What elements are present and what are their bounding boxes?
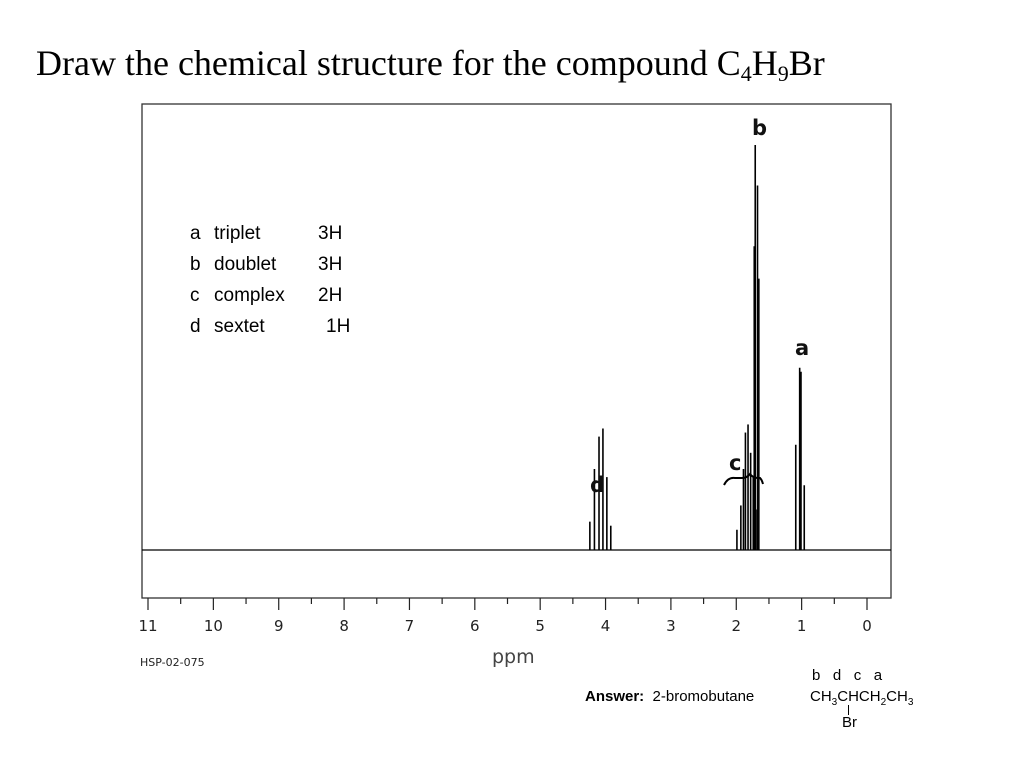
x-axis-ticks xyxy=(147,598,868,610)
legend-multiplicity: complex xyxy=(214,285,285,306)
answer-label: Answer: xyxy=(585,688,645,705)
answer-line: Answer: 2-bromobutane xyxy=(585,688,754,705)
plot-frame xyxy=(141,103,892,599)
x-tick-label: 2 xyxy=(731,617,741,635)
legend-letter: a xyxy=(190,223,201,244)
x-axis-tick-labels: 11 10 9 8 7 6 5 4 3 2 1 0 xyxy=(138,617,871,635)
peak-group xyxy=(589,145,806,550)
x-tick-label: 11 xyxy=(138,617,157,635)
formula-part: CH xyxy=(810,688,832,705)
formula-part: CHCH xyxy=(837,688,881,705)
x-tick-label: 9 xyxy=(274,617,284,635)
peak-label-a: a xyxy=(795,336,810,360)
title-sub-9: 9 xyxy=(777,61,789,86)
x-tick-label: 3 xyxy=(666,617,676,635)
formula-sub: 3 xyxy=(907,697,914,708)
x-tick-label: 5 xyxy=(535,617,545,635)
bromine-label: Br xyxy=(842,714,857,731)
peak-label-d: d xyxy=(590,473,606,497)
legend-hydrogens: 3H xyxy=(318,254,343,275)
brace-c xyxy=(723,472,764,486)
formula-letters: b d c a xyxy=(812,667,883,684)
formula-part: CH xyxy=(886,688,908,705)
title-prefix: Draw the chemical structure for the comp… xyxy=(36,43,741,83)
title-suffix: Br xyxy=(788,43,825,83)
legend-hydrogens: 2H xyxy=(318,285,343,306)
legend-letter: d xyxy=(190,316,201,337)
legend-multiplicity: doublet xyxy=(214,254,277,275)
formula-sub: 3 xyxy=(831,697,838,708)
spectrum-code: HSP-02-075 xyxy=(140,656,205,669)
legend-multiplicity: triplet xyxy=(214,223,261,244)
legend-row-c: c complex 2H xyxy=(190,280,350,311)
x-tick-label: 10 xyxy=(204,617,223,635)
x-tick-label: 8 xyxy=(339,617,349,635)
answer-name: 2-bromobutane xyxy=(652,688,755,705)
title-mid: H xyxy=(751,43,778,83)
title-sub-4: 4 xyxy=(740,61,752,86)
peak-label-c: c xyxy=(729,451,742,475)
legend-hydrogens: 3H xyxy=(318,223,343,244)
legend-letter: c xyxy=(190,285,200,306)
x-tick-label: 7 xyxy=(405,617,415,635)
x-tick-label: 4 xyxy=(601,617,611,635)
legend-row-a: a triplet 3H xyxy=(190,218,350,249)
legend-letter: b xyxy=(190,254,201,275)
bromine-bond xyxy=(848,705,849,715)
answer-formula: CH3CHCH2CH3 xyxy=(810,688,913,708)
x-tick-label: 0 xyxy=(862,617,872,635)
x-tick-label: 1 xyxy=(797,617,807,635)
legend-row-b: b doublet 3H xyxy=(190,249,350,280)
formula-sub: 2 xyxy=(880,697,887,708)
x-axis-label: ppm xyxy=(492,646,535,668)
peak-label-b: b xyxy=(752,116,768,140)
multiplicity-legend: a triplet 3H b doublet 3H c complex 2H d sextet… xyxy=(190,218,350,342)
legend-hydrogens: 1H xyxy=(326,316,351,337)
page-title: Draw the chemical structure for the comp… xyxy=(36,42,825,87)
x-tick-label: 6 xyxy=(470,617,480,635)
legend-row-d: d sextet 1H xyxy=(190,311,350,342)
legend-multiplicity: sextet xyxy=(214,316,265,337)
